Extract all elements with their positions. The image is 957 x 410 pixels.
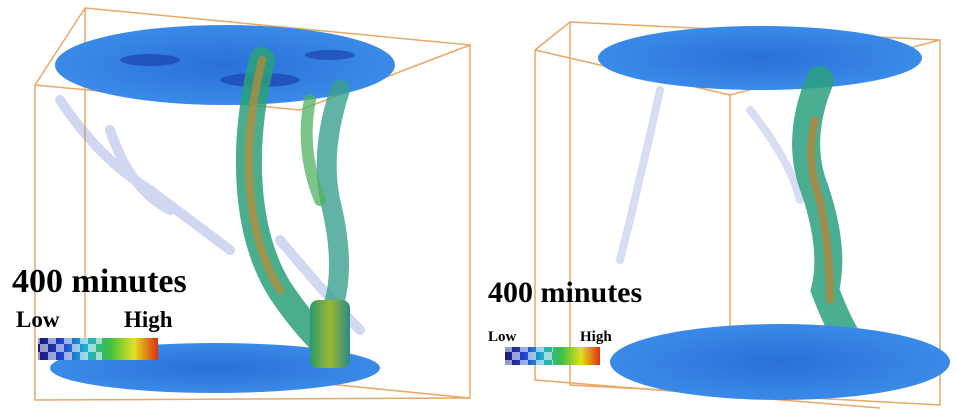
left-panel: 400 minutes Low High	[12, 8, 470, 400]
low-label: Low	[16, 307, 60, 332]
colorbar-checker	[505, 347, 553, 365]
wisps	[620, 90, 800, 260]
high-label: High	[124, 307, 173, 332]
time-label: 400 minutes	[488, 276, 642, 309]
time-label: 400 minutes	[12, 263, 187, 300]
colorbar-checker	[38, 338, 102, 360]
top-disk	[598, 26, 922, 90]
low-label: Low	[488, 329, 517, 345]
bottom-disk	[610, 324, 950, 400]
high-label: High	[580, 329, 612, 345]
visualization: 400 minutes Low High 400 minutes Low Hig…	[0, 0, 957, 410]
vortex	[806, 80, 855, 350]
page: 400 minutes Low High 400 minutes Low Hig…	[0, 0, 957, 410]
vortex	[249, 60, 340, 340]
right-panel: 400 minutes Low High	[488, 22, 950, 408]
vortex-base	[310, 300, 350, 368]
box-edge	[535, 22, 570, 50]
